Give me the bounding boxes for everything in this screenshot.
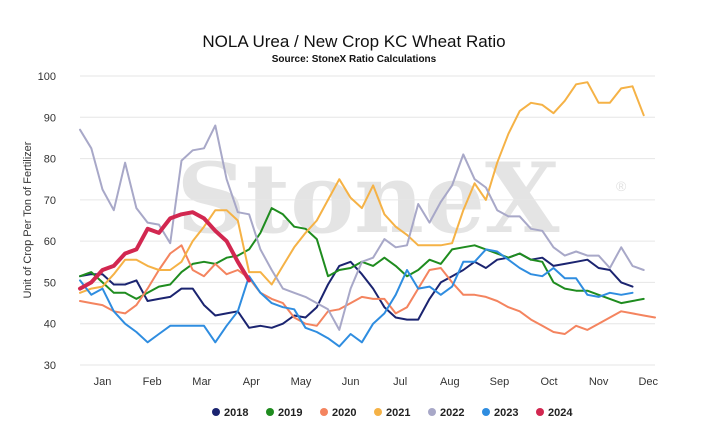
- legend: 2018 2019 2020 2021 2022 2023 2024: [212, 407, 573, 419]
- y-tick-label: 90: [44, 112, 56, 124]
- y-tick-label: 70: [44, 195, 56, 207]
- y-tick-label: 100: [38, 71, 56, 83]
- registered-mark: ®: [616, 178, 627, 194]
- x-tick-label: Apr: [243, 376, 260, 388]
- legend-label-2021: 2021: [386, 407, 410, 419]
- x-axis-ticks: Jan Feb Mar Apr May Jun Jul Aug Sep Oct Nov Dec: [94, 376, 659, 388]
- legend-marker-2019: [266, 408, 274, 416]
- x-tick-label: Jun: [342, 376, 360, 388]
- series-lines: [78, 81, 656, 348]
- series-line-2024: [78, 210, 252, 291]
- y-tick-label: 60: [44, 236, 56, 248]
- x-tick-label: Jul: [393, 376, 407, 388]
- series-line-2023: [79, 248, 634, 348]
- legend-marker-2024: [536, 408, 544, 416]
- x-tick-label: Sep: [490, 376, 510, 388]
- chart-title: NOLA Urea / New Crop KC Wheat Ratio: [202, 32, 505, 51]
- x-tick-label: Feb: [143, 376, 162, 388]
- series-line-2021: [79, 81, 645, 294]
- legend-marker-2018: [212, 408, 220, 416]
- legend-label-2019: 2019: [278, 407, 302, 419]
- x-tick-label: May: [291, 376, 312, 388]
- gridlines: [80, 75, 655, 366]
- legend-label-2024: 2024: [548, 407, 573, 419]
- y-tick-label: 40: [44, 319, 56, 331]
- legend-marker-2021: [374, 408, 382, 416]
- y-axis-label: Unit of Crop Per Ton of Fertilizer: [22, 141, 34, 298]
- legend-label-2023: 2023: [494, 407, 518, 419]
- legend-label-2022: 2022: [440, 407, 464, 419]
- legend-marker-2023: [482, 408, 490, 416]
- y-tick-label: 50: [44, 277, 56, 289]
- series-line-2018: [79, 252, 634, 329]
- y-tick-label: 80: [44, 154, 56, 166]
- series-line-2020: [79, 244, 656, 335]
- legend-marker-2020: [320, 408, 328, 416]
- legend-label-2020: 2020: [332, 407, 356, 419]
- x-tick-label: Oct: [540, 376, 557, 388]
- legend-marker-2022: [428, 408, 436, 416]
- chart-subtitle: Source: StoneX Ratio Calculations: [272, 54, 437, 65]
- x-tick-label: Mar: [192, 376, 211, 388]
- y-axis-ticks: 30 40 50 60 70 80 90 100: [38, 71, 56, 372]
- y-tick-label: 30: [44, 360, 56, 372]
- x-tick-label: Jan: [94, 376, 112, 388]
- x-tick-label: Nov: [589, 376, 609, 388]
- x-tick-label: Aug: [440, 376, 460, 388]
- x-tick-label: Dec: [638, 376, 658, 388]
- legend-label-2018: 2018: [224, 407, 248, 419]
